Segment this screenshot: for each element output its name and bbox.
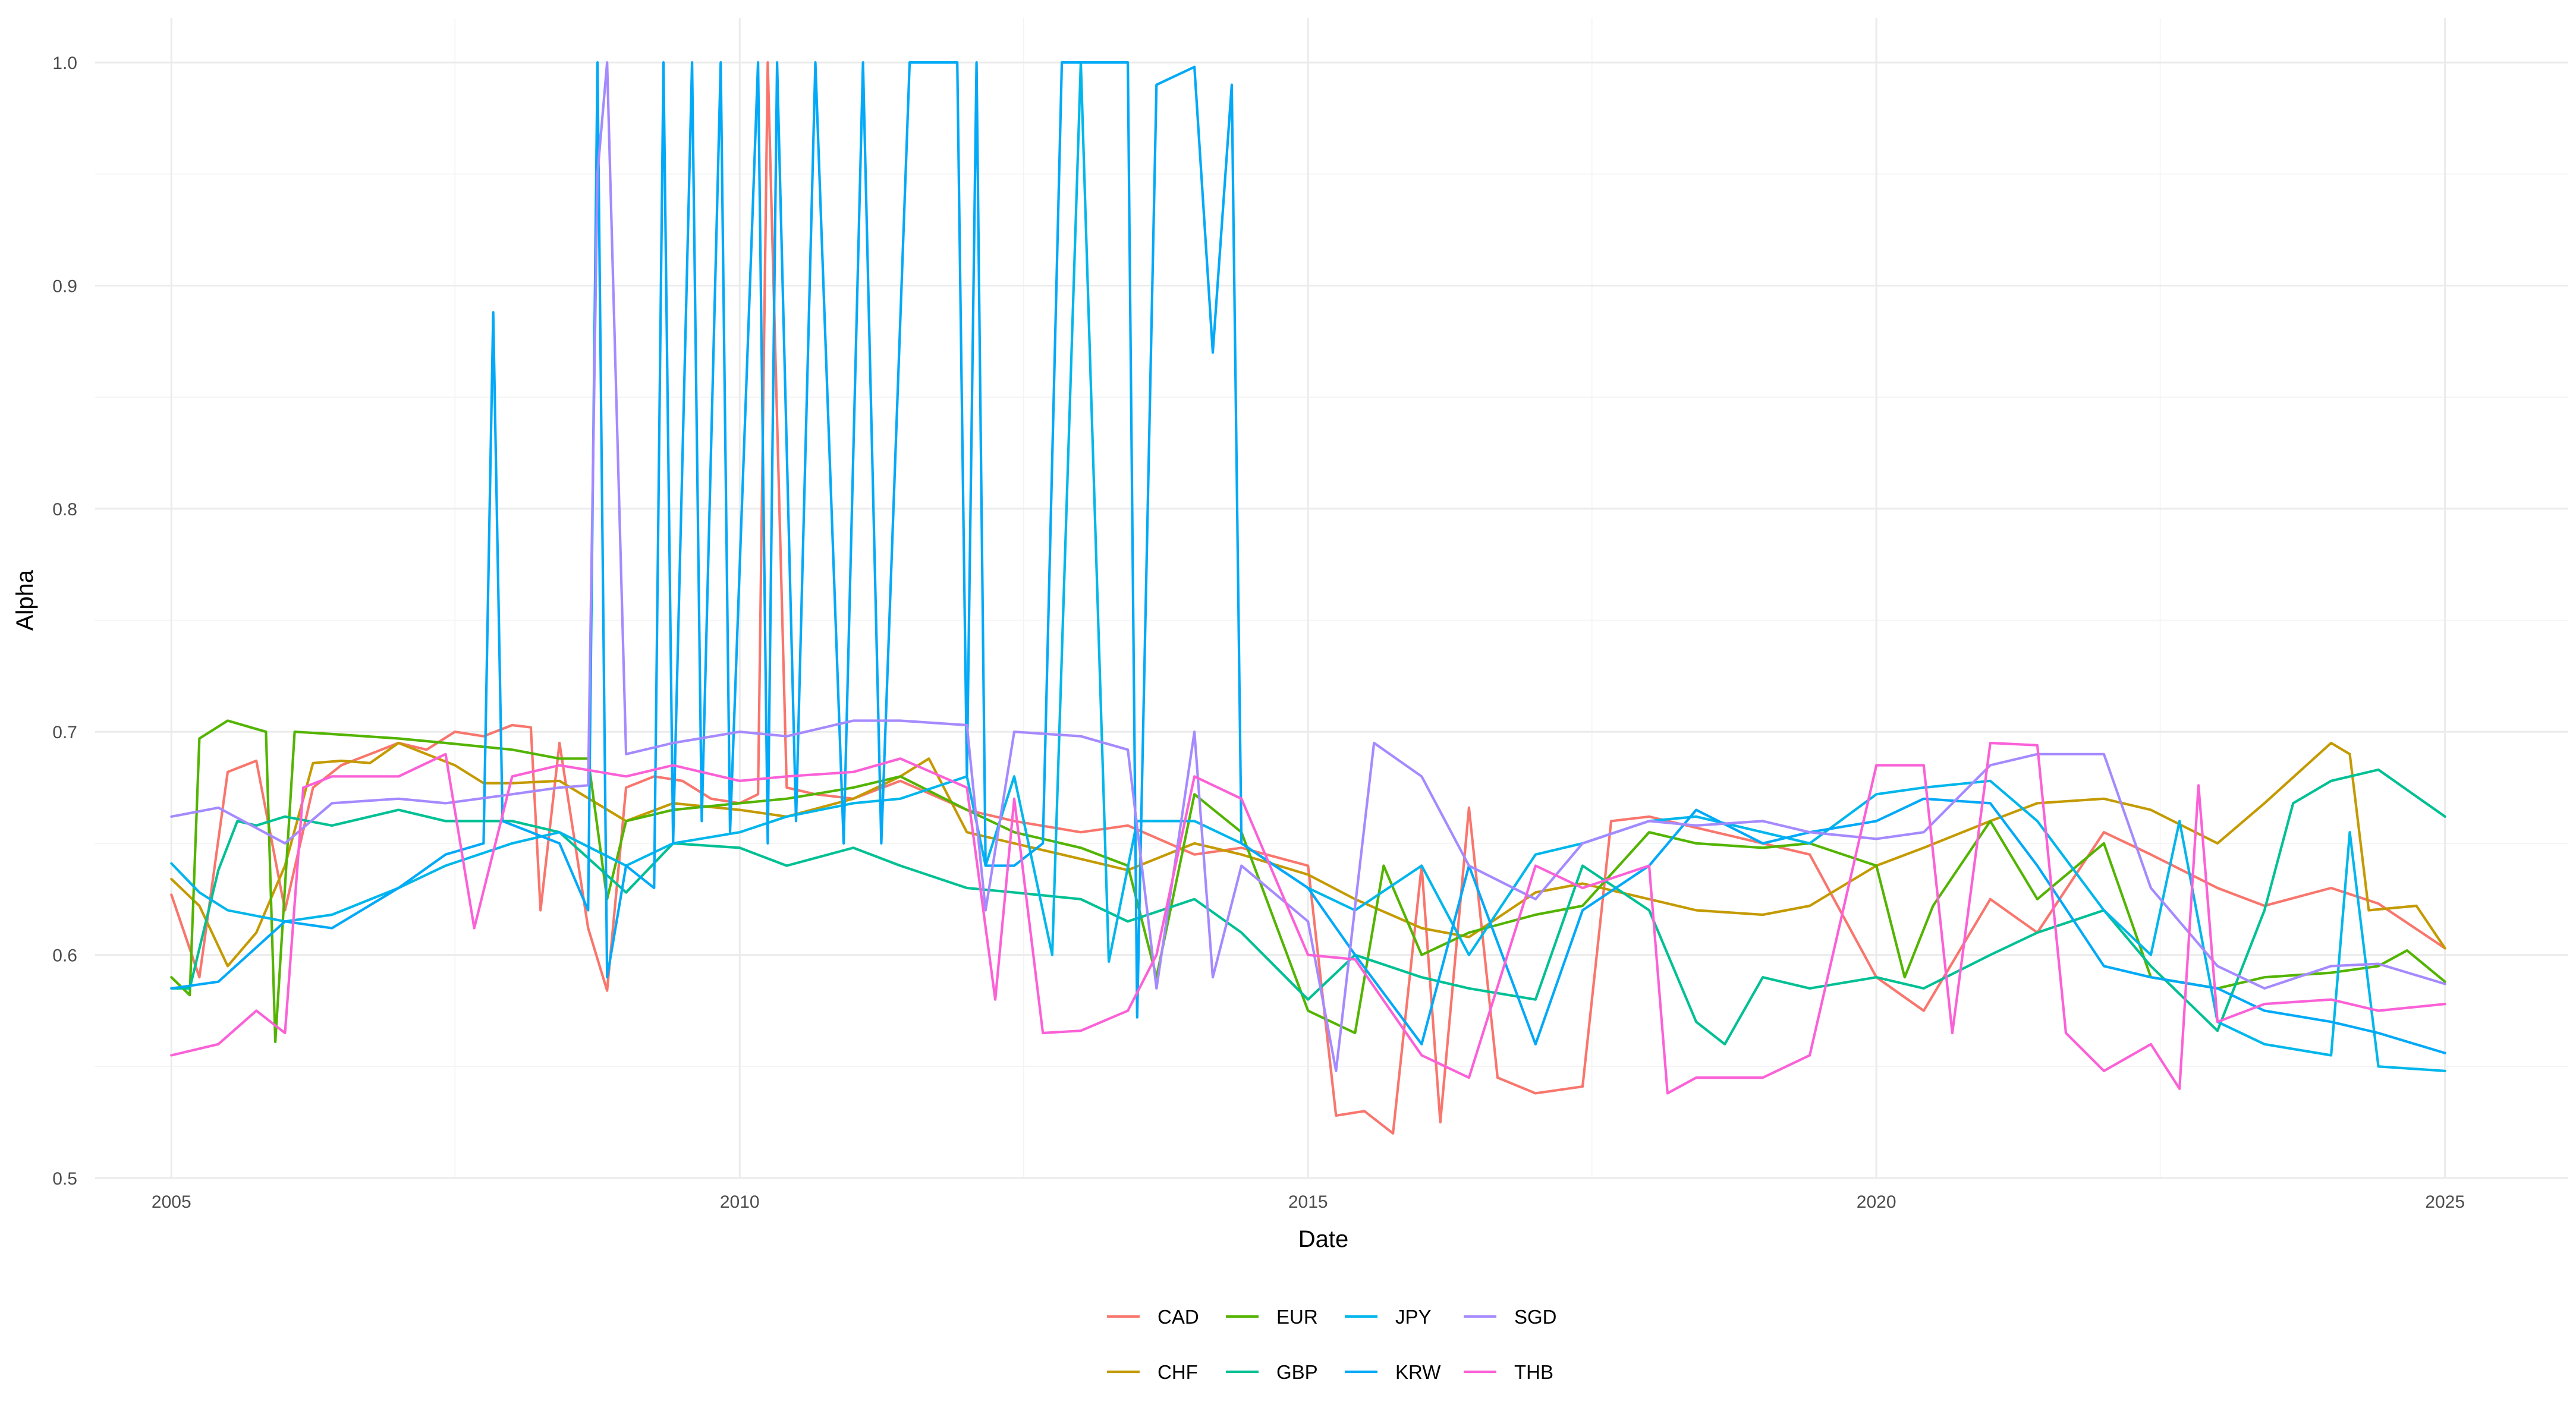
y-tick-label: 0.7 <box>52 723 77 742</box>
x-tick-label: 2005 <box>152 1192 191 1212</box>
legend-label-sgd: SGD <box>1514 1306 1557 1328</box>
x-tick-label: 2015 <box>1288 1192 1328 1212</box>
legend-label-gbp: GBP <box>1276 1361 1318 1383</box>
series-line-thb <box>170 741 2446 1095</box>
y-axis-title: Alpha <box>12 569 38 631</box>
y-tick-label: 0.5 <box>52 1169 77 1189</box>
x-axis-title: Date <box>1298 1226 1349 1252</box>
grid <box>95 18 2568 1179</box>
series-line-gbp <box>170 768 2446 1045</box>
legend-label-krw: KRW <box>1395 1361 1441 1383</box>
y-tick-label: 0.9 <box>52 276 77 296</box>
legend-label-thb: THB <box>1514 1361 1553 1383</box>
x-axis-ticks: 2005 2010 2015 2020 2025 <box>152 1192 2465 1212</box>
x-tick-label: 2020 <box>1857 1192 1896 1212</box>
legend: CAD CHF EUR GBP JPY KRW SGD THB <box>1107 1306 1557 1383</box>
y-tick-label: 0.8 <box>52 500 77 519</box>
legend-label-jpy: JPY <box>1395 1306 1432 1328</box>
y-tick-label: 0.6 <box>52 946 77 966</box>
x-tick-label: 2025 <box>2425 1192 2465 1212</box>
series-line-sgd <box>170 61 2446 1072</box>
y-axis-ticks: 0.5 0.6 0.7 0.8 0.9 1.0 <box>52 53 77 1189</box>
legend-label-eur: EUR <box>1276 1306 1318 1328</box>
series-line-eur <box>170 719 2446 1044</box>
legend-label-chf: CHF <box>1158 1361 1198 1383</box>
y-tick-label: 1.0 <box>52 53 77 73</box>
series-lines <box>170 61 2446 1135</box>
x-tick-label: 2010 <box>720 1192 760 1212</box>
series-line-chf <box>170 741 2446 968</box>
legend-label-cad: CAD <box>1158 1306 1199 1328</box>
